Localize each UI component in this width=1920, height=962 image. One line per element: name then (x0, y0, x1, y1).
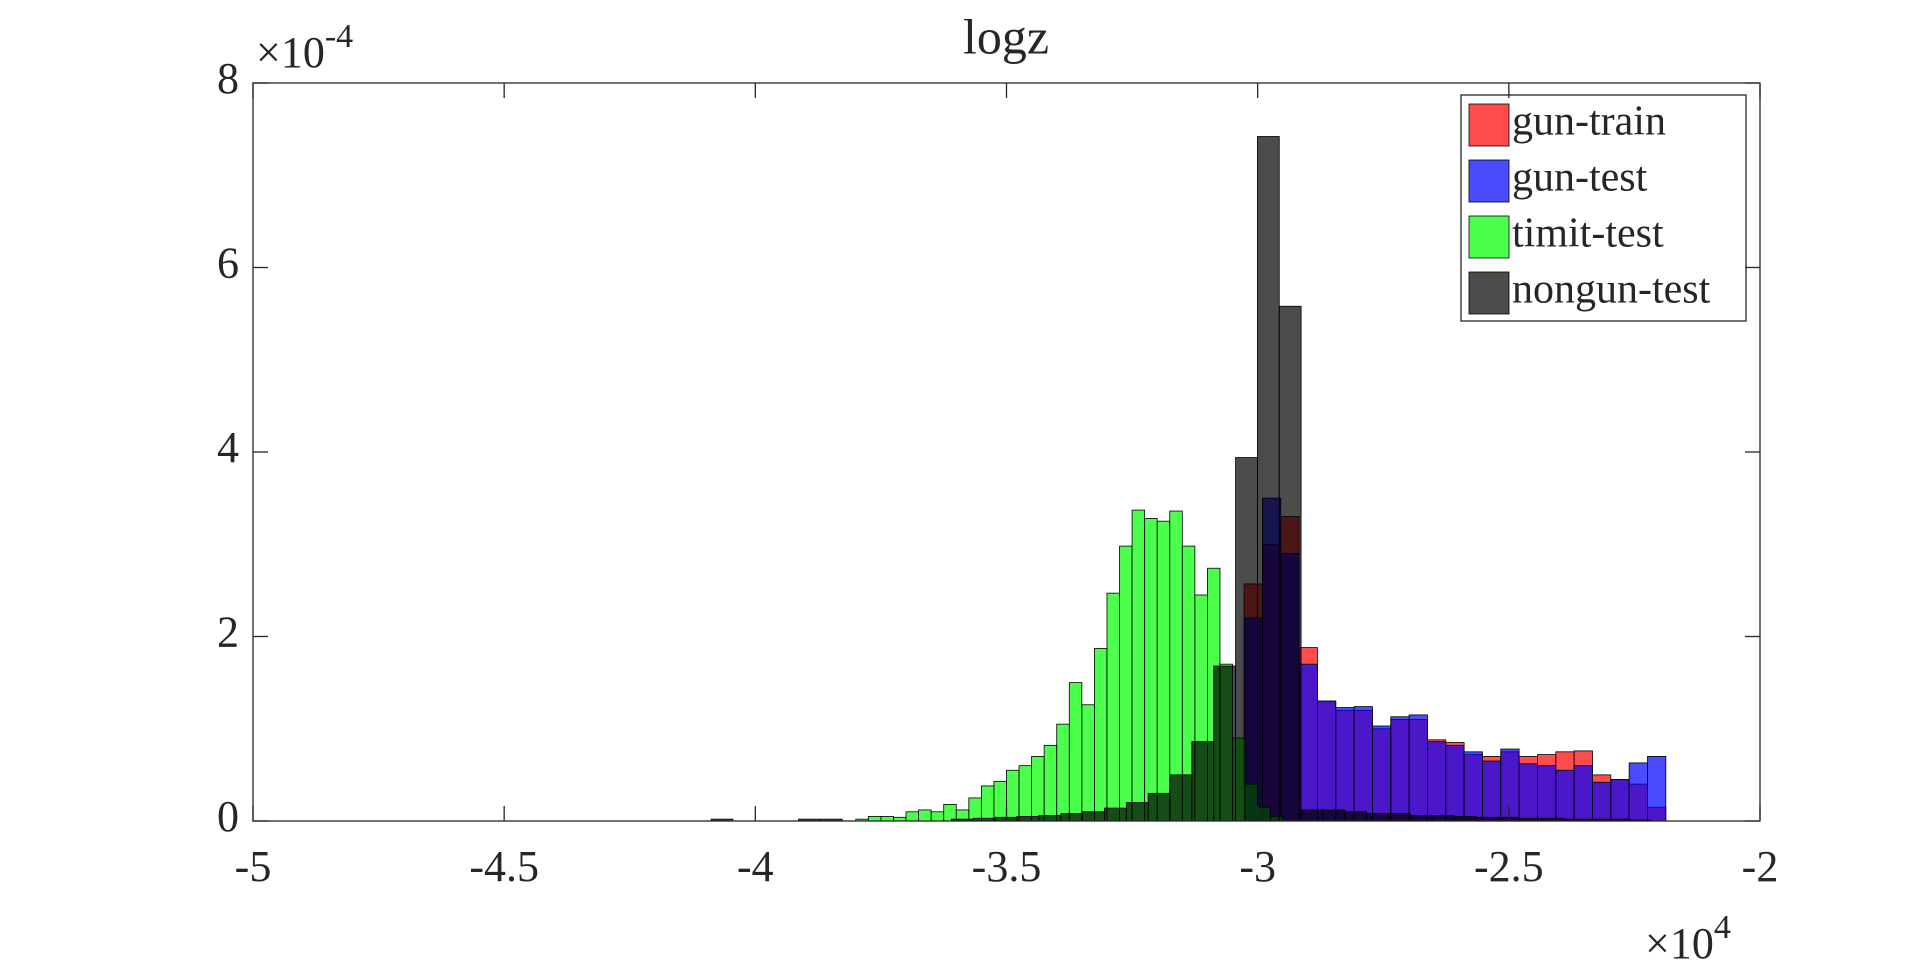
histogram-bar (1125, 802, 1149, 822)
histogram-bar (1016, 815, 1040, 822)
histogram-bar (1344, 811, 1368, 822)
legend-label: gun-test (1512, 155, 1648, 201)
histogram-bar (1104, 807, 1127, 822)
histogram-bar (1278, 305, 1302, 822)
histogram-bar (1353, 706, 1373, 822)
histogram-bar (1427, 741, 1447, 822)
histogram-bar (1463, 751, 1483, 822)
histogram-bar (918, 809, 932, 822)
histogram-bar (1106, 592, 1120, 822)
y-tick-label: 6 (217, 239, 239, 288)
histogram-bar (1147, 792, 1171, 822)
histogram-bar (1431, 815, 1455, 822)
histogram-bar (1043, 744, 1058, 822)
histogram-bar (1038, 815, 1062, 822)
histogram-bar (1482, 760, 1502, 822)
histogram-bar (1335, 707, 1355, 822)
y-tick-label: 4 (217, 423, 239, 472)
histogram-bar (930, 811, 945, 822)
x-tick-label: -5 (235, 842, 272, 891)
histogram-bar (1191, 741, 1215, 822)
histogram-bar (1372, 725, 1392, 822)
legend-swatch (1468, 271, 1510, 315)
histogram-bar (1060, 813, 1084, 822)
histogram-bar (943, 803, 957, 822)
histogram-bar (1453, 815, 1477, 822)
histogram-bar (1156, 520, 1171, 822)
histogram-bar (1094, 648, 1108, 822)
x-scale-label: ×104 (1645, 909, 1731, 962)
histogram-bar (1082, 811, 1105, 822)
histogram-bar (1144, 518, 1158, 822)
histogram-bar (1031, 756, 1045, 822)
legend-label: gun-train (1512, 99, 1666, 145)
y-scale-exponent: -4 (325, 18, 353, 55)
histogram-bar (1169, 774, 1193, 822)
histogram-bar (1388, 813, 1411, 822)
histogram-bar (1555, 769, 1575, 822)
histogram-bar (1056, 723, 1070, 822)
legend-swatch (1468, 103, 1510, 147)
histogram-bar (993, 780, 1007, 822)
legend-label: nongun-test (1512, 267, 1711, 313)
histogram-bar (1006, 769, 1020, 822)
histogram-bar (1235, 457, 1258, 822)
histogram-bar (1537, 765, 1557, 822)
histogram-bar (1390, 716, 1410, 822)
x-tick-label: -3.5 (972, 842, 1042, 891)
x-tick-label: -2.5 (1474, 842, 1544, 891)
histogram-bar (1573, 765, 1593, 822)
legend: gun-train gun-test timit-test nongun-test (1460, 94, 1747, 322)
y-tick-label: 2 (217, 608, 239, 657)
histogram-bar (1298, 663, 1318, 822)
histogram-bar (1018, 765, 1033, 822)
x-tick-label: -4.5 (469, 842, 539, 891)
legend-swatch (1468, 159, 1510, 203)
histogram-bar (968, 797, 982, 822)
y-tick-label: 8 (217, 54, 239, 103)
histogram-bar (1300, 809, 1324, 822)
histogram-bar (1366, 813, 1389, 822)
histogram-bar (1409, 815, 1433, 822)
histogram-bar (1592, 781, 1612, 822)
histogram-bar (1119, 545, 1133, 822)
histogram-bar (1610, 779, 1630, 822)
histogram-bar (1081, 704, 1095, 822)
histogram-bar (867, 815, 882, 822)
y-scale-label: ×10-4 (256, 18, 353, 77)
histogram-bar (1257, 136, 1280, 822)
histogram-bar (1213, 665, 1236, 822)
legend-label: timit-test (1512, 211, 1664, 257)
x-tick-label: -4 (737, 842, 774, 891)
histogram-bar (1518, 763, 1538, 822)
legend-swatch (1468, 215, 1510, 259)
histogram-bar (1628, 762, 1648, 822)
x-tick-label: -2 (1742, 842, 1779, 891)
histogram-bar (1500, 748, 1520, 822)
histogram-bar (1131, 509, 1146, 822)
chart-title: logz (963, 8, 1049, 64)
histogram-bar (980, 785, 995, 822)
histogram-bar (880, 815, 894, 822)
x-scale-base: ×10 (1645, 919, 1714, 962)
histogram-bar (905, 811, 919, 822)
y-scale-base: ×10 (256, 28, 325, 77)
histogram-bar (1445, 744, 1465, 822)
histogram-bar (1408, 714, 1428, 822)
y-tick-label: 0 (217, 792, 239, 841)
histogram-bar (1647, 756, 1667, 822)
x-scale-exponent: 4 (1714, 909, 1731, 946)
histogram-bar (1317, 700, 1337, 822)
x-tick-label: -3 (1239, 842, 1276, 891)
histogram-bar (1068, 682, 1083, 822)
histogram-bar (1322, 809, 1346, 822)
